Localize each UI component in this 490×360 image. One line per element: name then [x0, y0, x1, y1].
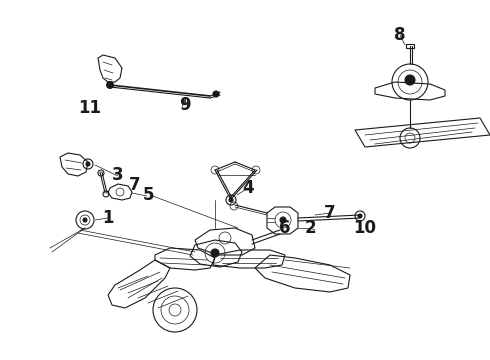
Text: 8: 8 — [394, 26, 406, 44]
Circle shape — [86, 162, 90, 166]
Text: 3: 3 — [112, 166, 124, 184]
Circle shape — [229, 198, 233, 202]
Text: 6: 6 — [279, 219, 291, 237]
Circle shape — [280, 217, 286, 223]
Circle shape — [358, 214, 362, 218]
Text: 10: 10 — [353, 219, 376, 237]
Circle shape — [83, 218, 87, 222]
Circle shape — [213, 91, 219, 97]
Text: 7: 7 — [324, 204, 336, 222]
Circle shape — [405, 75, 415, 85]
Text: 1: 1 — [102, 209, 114, 227]
Circle shape — [106, 81, 114, 89]
Text: 2: 2 — [304, 219, 316, 237]
Circle shape — [211, 249, 219, 257]
Text: 9: 9 — [179, 96, 191, 114]
Text: 7: 7 — [129, 176, 141, 194]
Text: 5: 5 — [142, 186, 154, 204]
Text: 11: 11 — [78, 99, 101, 117]
Text: 4: 4 — [242, 179, 254, 197]
